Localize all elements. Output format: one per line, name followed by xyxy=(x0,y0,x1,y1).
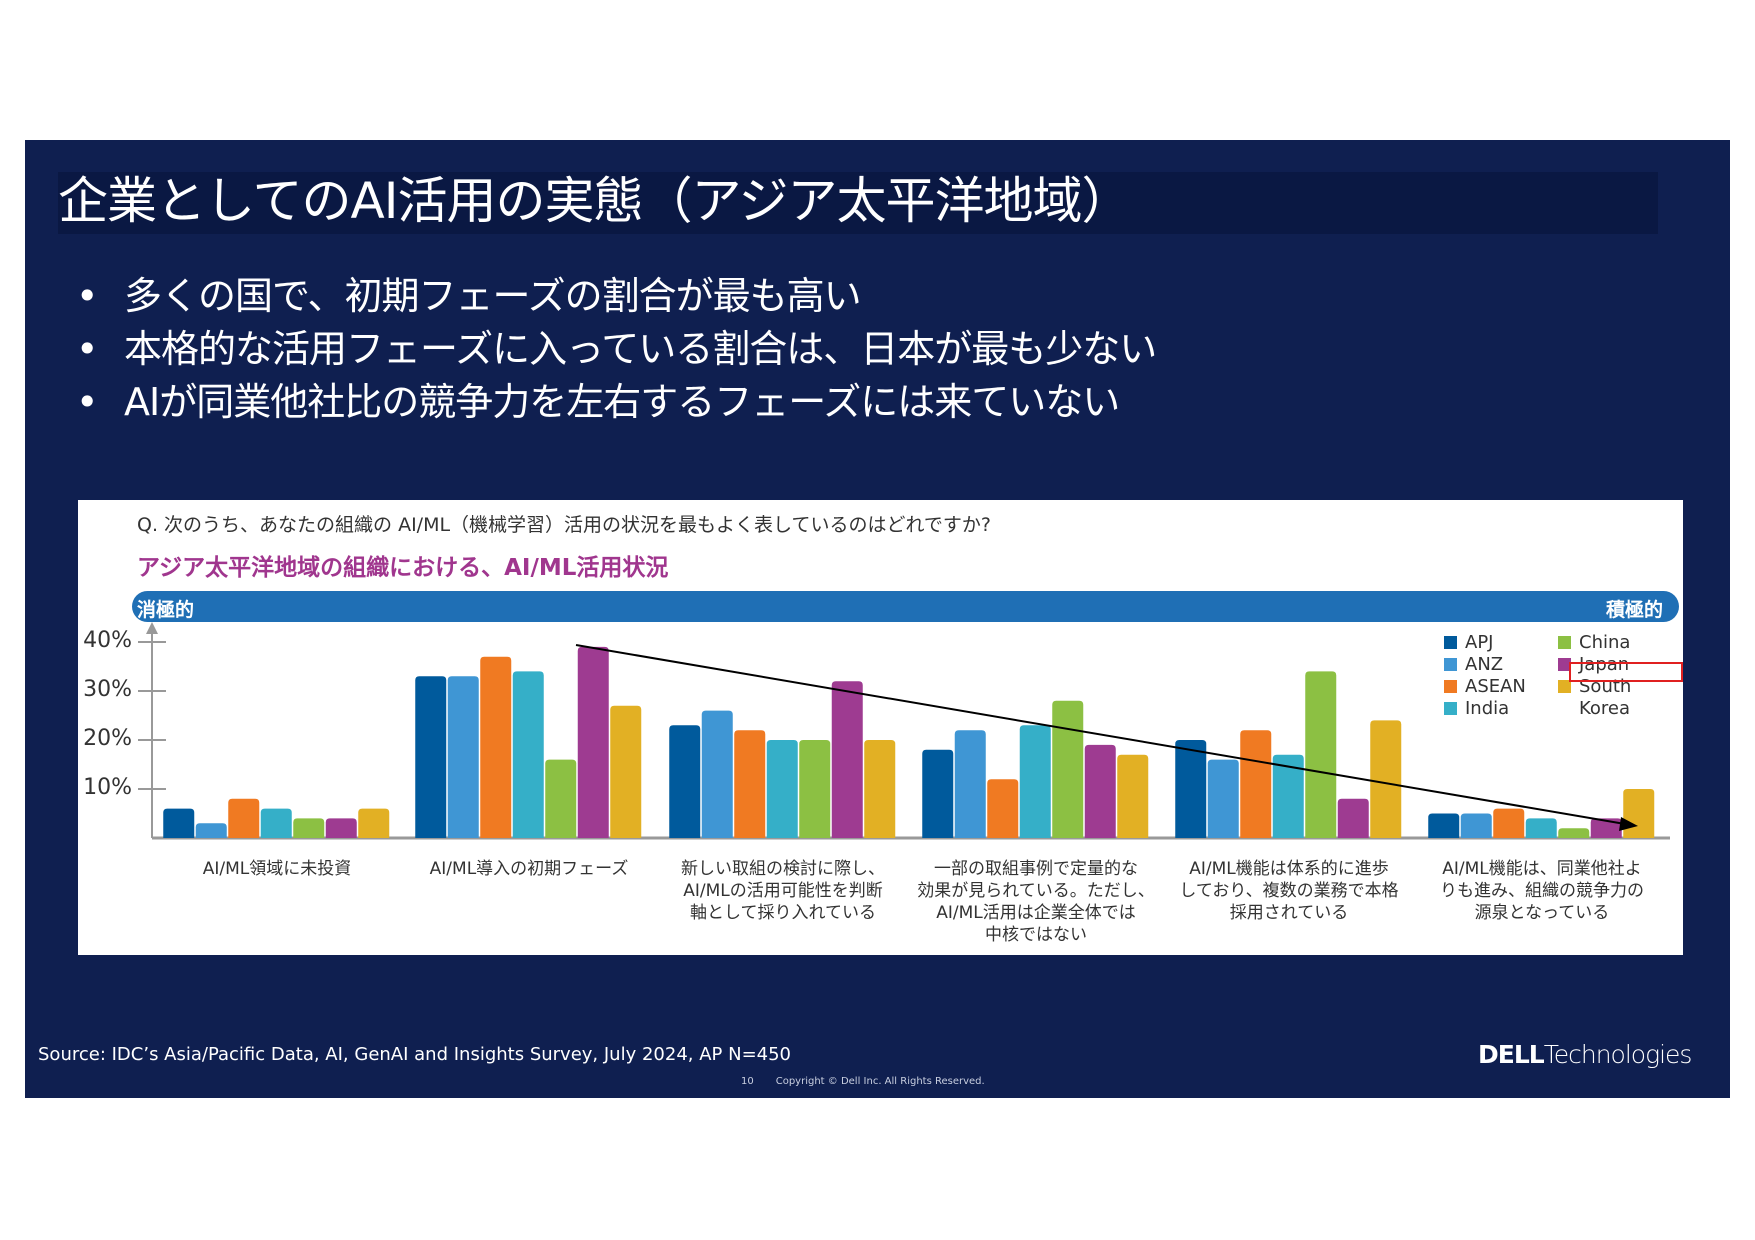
category-label-line: AI/ML導入の初期フェーズ xyxy=(429,859,629,879)
category-label-line: 効果が見られている。ただし、 xyxy=(917,881,1155,901)
category-label-line: 新しい取組の検討に際し、 xyxy=(681,859,885,879)
dell-technologies-logo: DELLTechnologies xyxy=(1478,1040,1693,1069)
legend-swatch xyxy=(1444,636,1457,649)
title-band xyxy=(58,172,1658,234)
legend-swatch xyxy=(1444,680,1457,693)
legend-label: ANZ xyxy=(1465,654,1504,675)
category-label-line: りも進み、組織の競争力の xyxy=(1440,881,1644,901)
category-label-line: 中核ではない xyxy=(985,925,1087,945)
page-number: 10 xyxy=(741,1076,754,1087)
category-label: 新しい取組の検討に際し、 AI/MLの活用可能性を判断 軸として採り入れている xyxy=(663,858,903,924)
legend-item-china: China xyxy=(1558,632,1630,654)
category-label-line: しており、複数の業務で本格 xyxy=(1179,881,1399,901)
category-label-line: AI/ML機能は体系的に進歩 xyxy=(1189,859,1389,879)
category-label-line: 一部の取組事例で定量的な xyxy=(934,859,1138,879)
legend-label: ASEAN xyxy=(1465,676,1526,697)
category-label: 一部の取組事例で定量的な 効果が見られている。ただし、 AI/ML活用は企業全体では… xyxy=(916,858,1156,946)
legend-swatch xyxy=(1558,636,1571,649)
y-tick-label: 20% xyxy=(83,726,132,751)
scale-left-label: 消極的 xyxy=(137,599,195,621)
legend-item-anz: ANZ xyxy=(1444,654,1503,676)
legend-swatch xyxy=(1444,702,1457,715)
source-note: Source: IDC’s Asia/Pacific Data, AI, Gen… xyxy=(38,1044,792,1065)
legend-item-apj: APJ xyxy=(1444,632,1493,654)
bullet-item: 多くの国で、初期フェーズの割合が最も高い xyxy=(70,270,1156,323)
slide-title: 企業としてのAI活用の実態（アジア太平洋地域） xyxy=(58,172,1131,230)
bullet-list: 多くの国で、初期フェーズの割合が最も高い 本格的な活用フェーズに入っている割合は… xyxy=(70,270,1157,429)
legend-label: APJ xyxy=(1465,632,1494,653)
y-tick-label: 40% xyxy=(83,628,132,653)
chart-title: アジア太平洋地域の組織における、AI/ML活用状況 xyxy=(137,555,669,581)
category-label-line: AI/MLの活用可能性を判断 xyxy=(683,881,883,901)
category-label-line: 源泉となっている xyxy=(1474,903,1610,923)
footer: 10 Copyright © Dell Inc. All Rights Reser… xyxy=(741,1076,985,1087)
category-label: AI/ML導入の初期フェーズ xyxy=(409,858,649,880)
legend-label: India xyxy=(1465,698,1510,719)
legend-item-asean: ASEAN xyxy=(1444,676,1526,698)
category-label: AI/ML機能は体系的に進歩 しており、複数の業務で本格 採用されている xyxy=(1169,858,1409,924)
legend-item-india: India xyxy=(1444,698,1509,720)
category-label: AI/ML領域に未投資 xyxy=(157,858,397,880)
category-label-line: 軸として採り入れている xyxy=(690,903,876,923)
logo-suffix: Technologies xyxy=(1543,1040,1693,1069)
category-label-line: AI/ML機能は、同業他社よ xyxy=(1442,859,1642,879)
scale-banner xyxy=(132,591,1679,622)
legend-swatch xyxy=(1444,658,1457,671)
legend-item-south-korea: South Korea xyxy=(1558,676,1631,720)
bullet-item: AIが同業他社比の競争力を左右するフェーズには来ていない xyxy=(70,376,1156,429)
bullet-item: 本格的な活用フェーズに入っている割合は、日本が最も少ない xyxy=(70,323,1157,376)
copyright: Copyright © Dell Inc. All Rights Reserve… xyxy=(775,1076,985,1087)
chart-question: Q. 次のうち、あなたの組織の AI/ML（機械学習）活用の状況を最もよく表して… xyxy=(137,514,992,536)
highlight-box xyxy=(1569,662,1683,682)
category-label-line: AI/ML活用は企業全体では xyxy=(936,903,1136,923)
legend-label: China xyxy=(1579,632,1631,653)
y-tick-label: 30% xyxy=(83,677,132,702)
y-tick-label: 10% xyxy=(83,775,132,800)
category-label-line: AI/ML領域に未投資 xyxy=(202,859,352,879)
scale-right-label: 積極的 xyxy=(1605,599,1663,621)
category-label: AI/ML機能は、同業他社よ りも進み、組織の競争力の 源泉となっている xyxy=(1422,858,1662,924)
logo-brand: DELL xyxy=(1478,1040,1545,1069)
category-label-line: 採用されている xyxy=(1229,903,1349,923)
